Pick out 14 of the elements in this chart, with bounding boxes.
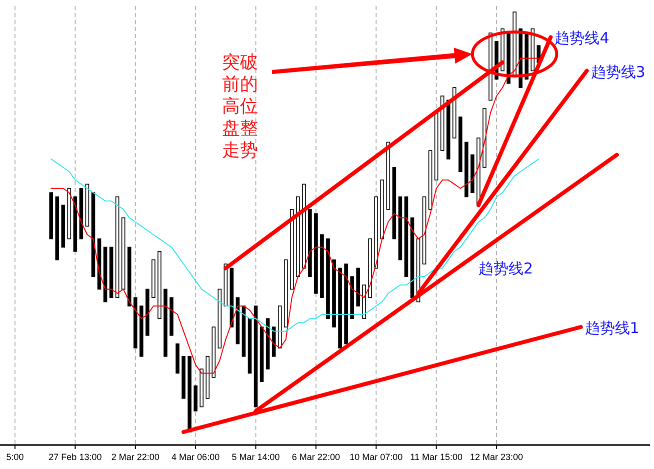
x-tick-label: 11 Mar 15:00 xyxy=(410,452,463,462)
x-tick-label: 5 Mar 14:00 xyxy=(232,452,280,462)
x-tick-label: 10 Mar 07:00 xyxy=(350,452,403,462)
x-tick-label: 2 Mar 22:00 xyxy=(111,452,160,462)
x-tick-label: 12 Mar 23:00 xyxy=(470,452,524,462)
series-label: 趋势线3 xyxy=(590,62,646,81)
x-tick-label: 6 Mar 22:00 xyxy=(292,452,340,462)
x-tick-label: 27 Feb 13:00 xyxy=(48,452,102,462)
series-label: 趋势线4 xyxy=(554,29,610,48)
x-tick-label: 5:00 xyxy=(6,452,24,462)
x-tick-label: 4 Mar 06:00 xyxy=(172,452,220,462)
series-label: 趋势线2 xyxy=(478,259,533,278)
annotation: 突破前的高位盘整走势 xyxy=(222,52,258,161)
series-label: 趋势线1 xyxy=(584,319,640,337)
